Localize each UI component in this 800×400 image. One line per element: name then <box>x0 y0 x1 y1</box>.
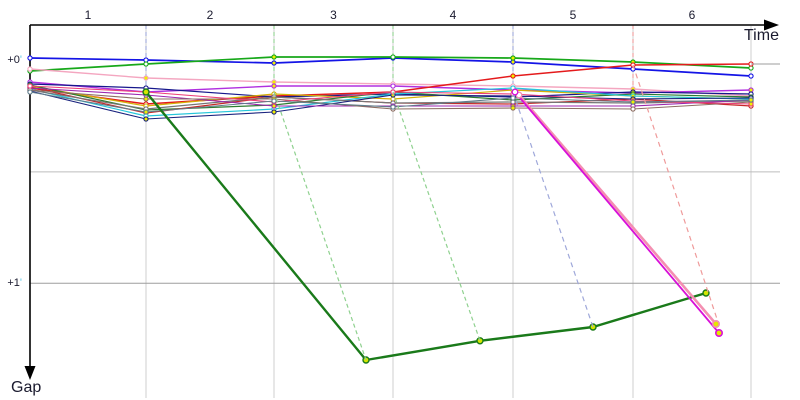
svg-text:Time: Time <box>744 27 779 44</box>
svg-text:+1': +1' <box>7 277 22 289</box>
svg-text:3: 3 <box>330 8 337 22</box>
svg-text:4: 4 <box>450 8 457 22</box>
svg-text:+0': +0' <box>7 54 22 66</box>
svg-text:6: 6 <box>689 8 696 22</box>
svg-text:5: 5 <box>570 8 577 22</box>
svg-text:2: 2 <box>207 8 214 22</box>
svg-text:1: 1 <box>85 8 92 22</box>
svg-text:Gap: Gap <box>11 379 41 396</box>
